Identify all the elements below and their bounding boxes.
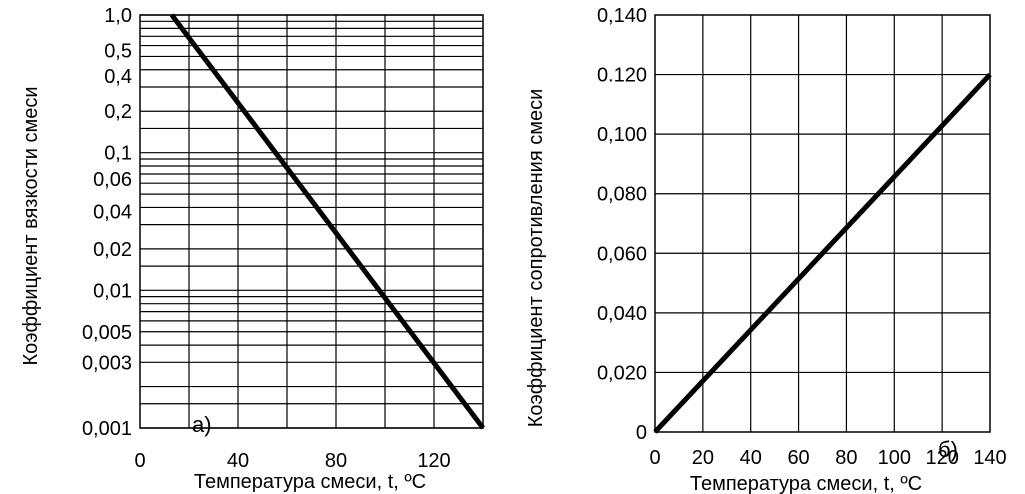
viscosity-y-tick-label: 0,003 — [82, 352, 132, 374]
viscosity-y-tick-label: 0,005 — [82, 322, 132, 344]
resistance-chart-grid — [654, 14, 991, 433]
resistance-y-tick-label: 0,100 — [597, 124, 647, 146]
viscosity-chart-x-ticks: 0 40 80 120 — [134, 450, 450, 472]
resistance-y-tick-label: 0 — [636, 422, 647, 444]
resistance-y-tick-label: 0.120 — [597, 65, 647, 87]
resistance-y-tick-label: 0,020 — [597, 362, 647, 384]
viscosity-plot-frame — [139, 14, 484, 429]
resistance-y-tick-label: 0,140 — [597, 5, 647, 27]
resistance-y-tick-label: 0,080 — [597, 184, 647, 206]
resistance-x-tick-label: 0 — [649, 447, 660, 469]
resistance-x-tick-label: 20 — [692, 447, 714, 469]
resistance-chart: 0 0,020 0,040 0,060 0,080 0,100 0.120 0,140 0 20… — [525, 5, 1007, 494]
viscosity-x-tick-label: 0 — [134, 450, 145, 472]
viscosity-x-tick-label: 120 — [417, 450, 450, 472]
viscosity-y-tick-label: 0,001 — [82, 418, 132, 440]
viscosity-y-tick-label: 0,1 — [104, 143, 132, 165]
resistance-plot-frame — [654, 14, 991, 433]
resistance-y-axis-label: Коэффициент сопротивления смеси — [525, 89, 547, 428]
viscosity-chart-y-ticks: 1,0 0,5 0,4 0,2 0,1 0,06 0,04 0,02 0,01 0,005 0,00… — [82, 5, 132, 440]
resistance-x-tick-label: 40 — [740, 447, 762, 469]
resistance-x-tick-label: 140 — [973, 447, 1006, 469]
viscosity-x-tick-label: 40 — [227, 450, 249, 472]
viscosity-chart: 1,0 0,5 0,4 0,2 0,1 0,06 0,04 0,02 0,01 0,005 0,00… — [20, 5, 485, 493]
viscosity-chart-series — [169, 13, 485, 430]
viscosity-chart-grid — [139, 14, 484, 429]
viscosity-panel-label: а) — [192, 412, 212, 437]
resistance-series-line — [653, 72, 992, 434]
resistance-x-axis-label: Температура смеси, t, ºC — [690, 473, 922, 494]
viscosity-x-tick-label: 80 — [325, 450, 347, 472]
resistance-x-tick-label: 60 — [787, 447, 809, 469]
viscosity-y-tick-label: 0,04 — [93, 201, 132, 223]
resistance-x-tick-label: 100 — [878, 447, 911, 469]
resistance-y-tick-label: 0,060 — [597, 243, 647, 265]
resistance-chart-series — [653, 72, 992, 434]
viscosity-y-axis-label: Коэффициент вязкости смеси — [20, 86, 42, 365]
viscosity-y-tick-label: 1,0 — [104, 5, 132, 27]
resistance-x-tick-label: 80 — [835, 447, 857, 469]
viscosity-y-tick-label: 0,06 — [93, 169, 132, 191]
viscosity-series-line — [169, 13, 485, 430]
resistance-x-tick-label: 120 — [925, 447, 958, 469]
resistance-chart-x-ticks: 0 20 40 60 80 100 120 140 — [649, 447, 1006, 469]
resistance-y-tick-label: 0,040 — [597, 303, 647, 325]
resistance-panel-label: б) — [938, 437, 958, 462]
viscosity-y-tick-label: 0,01 — [93, 280, 132, 302]
resistance-chart-y-ticks: 0 0,020 0,040 0,060 0,080 0,100 0.120 0,140 — [597, 5, 647, 444]
viscosity-y-tick-label: 0,5 — [104, 40, 132, 62]
viscosity-x-axis-label: Температура смеси, t, ºC — [194, 471, 426, 493]
viscosity-y-tick-label: 0,4 — [104, 66, 132, 88]
viscosity-y-tick-label: 0,02 — [93, 239, 132, 261]
viscosity-y-tick-label: 0,2 — [104, 101, 132, 123]
